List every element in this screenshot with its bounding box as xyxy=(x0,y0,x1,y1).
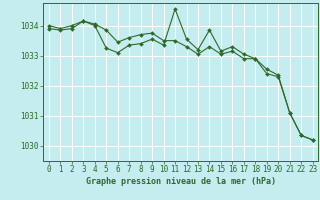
X-axis label: Graphe pression niveau de la mer (hPa): Graphe pression niveau de la mer (hPa) xyxy=(86,177,276,186)
